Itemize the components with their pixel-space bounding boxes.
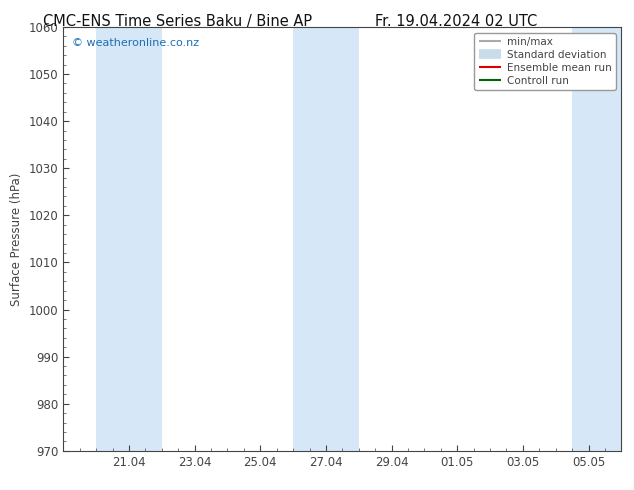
Bar — [572, 27, 621, 451]
Text: CMC-ENS Time Series Baku / Bine AP: CMC-ENS Time Series Baku / Bine AP — [43, 14, 312, 29]
Text: Fr. 19.04.2024 02 UTC: Fr. 19.04.2024 02 UTC — [375, 14, 538, 29]
Text: © weatheronline.co.nz: © weatheronline.co.nz — [72, 38, 199, 48]
Legend: min/max, Standard deviation, Ensemble mean run, Controll run: min/max, Standard deviation, Ensemble me… — [474, 32, 616, 90]
Bar — [293, 27, 359, 451]
Y-axis label: Surface Pressure (hPa): Surface Pressure (hPa) — [10, 172, 23, 306]
Bar — [96, 27, 162, 451]
